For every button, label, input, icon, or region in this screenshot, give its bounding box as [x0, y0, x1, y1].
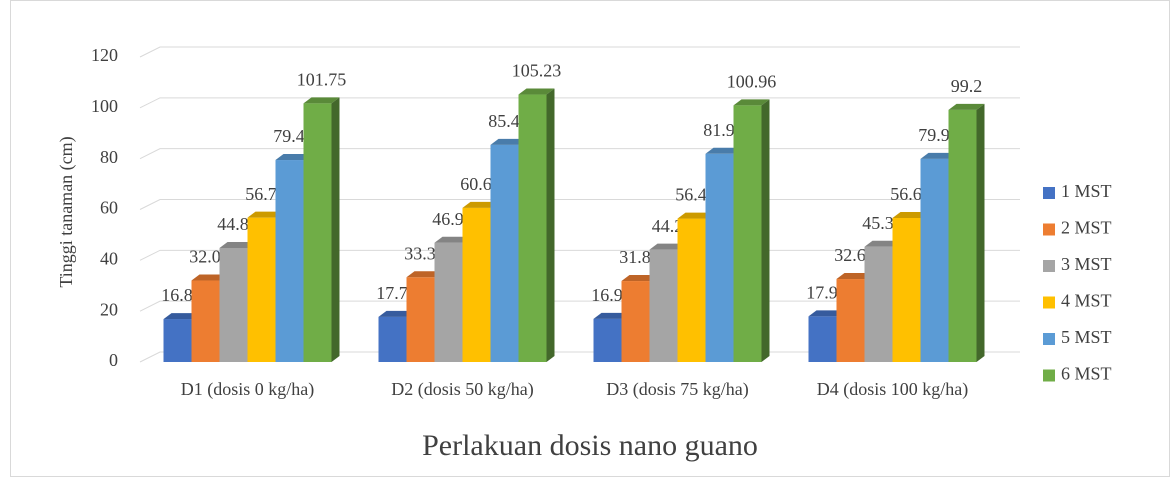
bar-top	[406, 271, 443, 278]
legend-swatch	[1043, 369, 1055, 382]
x-tick-label: D3 (dosis 75 kg/ha)	[606, 379, 749, 399]
bar	[303, 103, 332, 363]
x-tick-label: D4 (dosis 100 kg/ha)	[816, 379, 969, 399]
chart-frame	[10, 0, 1170, 477]
bar-top	[518, 88, 555, 95]
legend-label: 1 MST	[1061, 181, 1112, 201]
bar-top	[948, 103, 985, 110]
bar-top	[649, 243, 686, 250]
y-tick-label: 100	[91, 96, 118, 116]
bar-side	[761, 99, 770, 362]
bar	[163, 319, 192, 362]
bar-top	[191, 274, 228, 281]
y-tick-label: 60	[100, 198, 118, 218]
bar-top	[677, 212, 714, 219]
y-tick-label: 40	[100, 248, 118, 268]
bar-top	[733, 99, 770, 106]
bar-top	[275, 154, 312, 161]
bar-side	[976, 103, 985, 362]
grid-line	[139, 148, 1020, 160]
bar	[920, 158, 949, 362]
bar	[434, 242, 463, 362]
legend-swatch	[1043, 333, 1055, 345]
bar	[677, 218, 706, 362]
bar	[864, 246, 893, 362]
x-axis-title: Perlakuan dosis nano guano	[422, 429, 758, 462]
bar	[593, 318, 622, 362]
legend-swatch	[1043, 223, 1055, 236]
bar	[490, 144, 519, 362]
legend-label: 2 MST	[1061, 218, 1112, 238]
value-label: 100.96	[727, 72, 777, 92]
bar	[948, 109, 977, 362]
grid-line	[139, 46, 1020, 58]
y-tick-label: 0	[109, 350, 118, 370]
bar	[621, 281, 650, 362]
bar	[406, 277, 435, 362]
y-tick-label: 80	[100, 147, 118, 167]
y-tick-label: 120	[91, 45, 118, 65]
legend-label: 3 MST	[1061, 254, 1112, 274]
bar-top	[864, 240, 901, 247]
bar-top	[808, 310, 845, 317]
bar	[247, 217, 276, 362]
bar	[378, 316, 407, 362]
bar-top	[836, 273, 873, 280]
legend-swatch	[1043, 296, 1055, 309]
bar-top	[303, 97, 340, 104]
bar-top	[593, 312, 630, 319]
bar-side	[546, 88, 555, 363]
bar-top	[705, 147, 742, 154]
bar	[191, 280, 220, 362]
legend-label: 5 MST	[1061, 327, 1112, 347]
bar	[733, 105, 762, 362]
x-tick-label: D1 (dosis 0 kg/ha)	[180, 379, 315, 399]
y-axis-title: Tinggi tanaman (cm)	[56, 136, 77, 287]
bar-top	[621, 275, 658, 282]
legend-label: 6 MST	[1061, 364, 1112, 384]
bar	[518, 94, 547, 363]
value-label: 101.75	[297, 70, 347, 90]
bar	[892, 217, 921, 362]
bar-side	[331, 97, 340, 363]
bar-top	[490, 138, 527, 145]
bar	[462, 207, 491, 362]
bar-top	[920, 152, 957, 159]
value-label: 44.2	[652, 216, 684, 236]
bar-top	[247, 211, 284, 218]
x-tick-label: D2 (dosis 50 kg/ha)	[391, 379, 534, 399]
bar	[219, 248, 248, 362]
legend-swatch	[1043, 187, 1055, 199]
bar-top	[378, 310, 415, 317]
bar	[836, 279, 865, 362]
bar	[275, 160, 304, 362]
bar	[649, 249, 678, 362]
legend-label: 4 MST	[1061, 291, 1112, 311]
legend-swatch	[1043, 260, 1055, 272]
grid-line	[139, 97, 1020, 109]
value-label: 99.2	[951, 76, 983, 96]
bar	[705, 153, 734, 362]
bar-top	[163, 313, 200, 320]
bar-top	[892, 211, 929, 218]
bar-top	[462, 201, 499, 208]
bar-top	[219, 242, 256, 249]
bar-top	[434, 236, 471, 243]
bar	[808, 316, 837, 362]
value-label: 105.23	[512, 61, 562, 81]
y-tick-label: 20	[100, 299, 118, 319]
